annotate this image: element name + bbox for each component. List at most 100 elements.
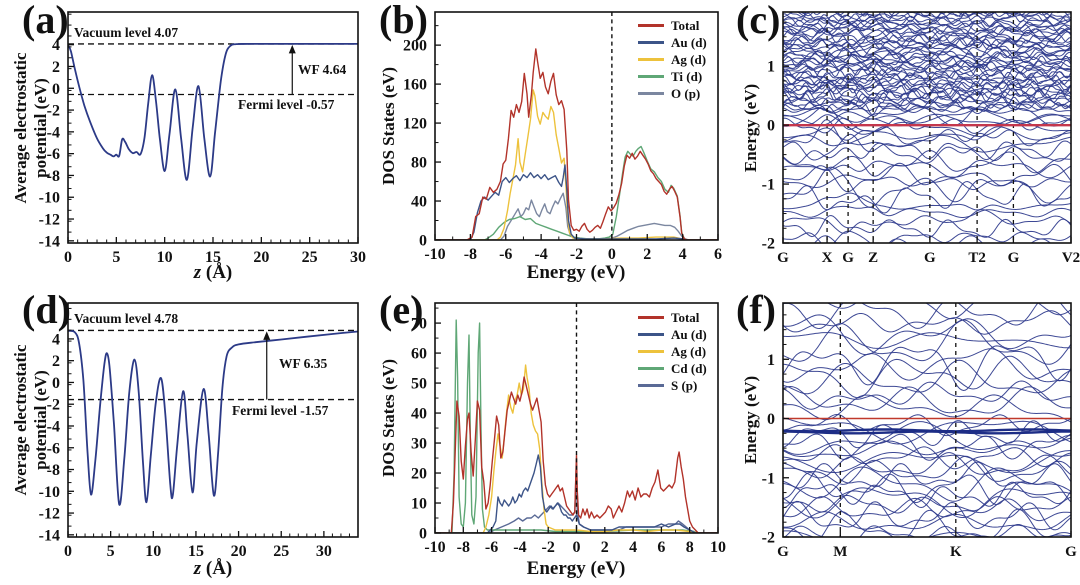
x-tick-label: 0 [64, 543, 72, 560]
band-line [783, 162, 1071, 193]
y-tick-label: -10 [39, 190, 60, 207]
x-tick-label: 30 [350, 249, 366, 266]
x-tick-label: -6 [499, 246, 512, 263]
band-line [783, 96, 1071, 112]
y-tick-label: 0 [767, 411, 775, 428]
x-tick-label: 2 [601, 539, 609, 556]
band-line [783, 444, 1071, 470]
legend-item: Total [638, 309, 707, 326]
band-line [783, 104, 1071, 130]
band-line [783, 0, 1071, 8]
band-line [962, 536, 966, 537]
band-line [783, 319, 1071, 365]
y-tick-label: 80 [411, 155, 427, 172]
legend-line-cd-d [638, 367, 664, 370]
band-line [783, 133, 1071, 161]
plot-area [68, 42, 358, 181]
y-tick-label: 160 [403, 77, 427, 94]
band-line [783, 166, 1071, 208]
x-tick-label: -4 [513, 539, 526, 556]
work-function-label-a: WF 4.64 [298, 62, 347, 77]
legend-label: Au (d) [671, 326, 707, 342]
legend-line-total [638, 316, 664, 319]
y-tick-label: 50 [411, 376, 427, 393]
panel-b-plot: -10 -8 -6 -4 -2 0 2 4 6 0 40 80 120 160 200 [403, 11, 722, 263]
panel-letter-d: (d) [22, 287, 71, 332]
y-tick-label: -2 [762, 530, 775, 547]
y-tick-label: 0 [52, 81, 60, 98]
band-line [800, 12, 1071, 18]
band-line [783, 78, 1071, 93]
band-line [783, 455, 1071, 485]
band-line [783, 421, 1071, 455]
band-line [783, 62, 1071, 74]
band-line [783, 26, 1071, 35]
k-point-label: K [950, 544, 962, 560]
panel-letter-a: (a) [22, 0, 69, 42]
legend-item: Total [638, 17, 707, 34]
legend-line-ag-d [638, 350, 664, 353]
y-tick-label: 30 [411, 436, 427, 453]
band-line [783, 106, 1071, 127]
band-line [783, 14, 1071, 29]
axis-frame [782, 302, 1072, 538]
k-point-label: G [842, 250, 854, 266]
band-line [783, 174, 1071, 191]
band-line [783, 38, 1071, 50]
vacuum-level-label-d: Vacuum level 4.78 [74, 311, 179, 326]
legend-label: Ti (d) [671, 68, 703, 84]
y-tick-label: 4 [52, 331, 60, 348]
panel-c-plot: G X G Z G T2 G V2-2-101 [762, 0, 1080, 266]
dos-curve-au-d [435, 164, 718, 240]
x-tick-label: -8 [464, 246, 477, 263]
legend-label: Ag (d) [671, 343, 707, 359]
x-tick-label: 20 [253, 249, 269, 266]
y-tick-label: 2 [52, 353, 60, 370]
y-tick-label: -6 [47, 440, 60, 457]
band-line [783, 0, 1071, 8]
legend-item: Cd (d) [638, 360, 707, 377]
band-line [783, 440, 1071, 457]
y-axis-title-a-line1: Average electrostatic [11, 52, 30, 204]
band-line [783, 97, 1071, 115]
legend-label: S (p) [671, 377, 698, 393]
band-line [783, 61, 1071, 83]
axis-frame [67, 302, 359, 538]
band-line [783, 0, 1071, 11]
x-tick-label: 25 [302, 249, 318, 266]
x-axis-title-a: z (Å) [113, 262, 313, 284]
y-tick-label: -1 [762, 470, 775, 487]
y-tick-label: 0 [419, 526, 427, 543]
y-tick-label: 1 [767, 352, 775, 369]
band-line [783, 496, 1071, 522]
y-axis-title-a: Average electrostatic potential (eV) [11, 8, 51, 248]
band-line [783, 38, 1071, 50]
legend-e: Total Au (d) Ag (d) Cd (d) S (p) [638, 309, 707, 394]
legend-line-o-p [638, 92, 664, 95]
band-line [783, 134, 1071, 153]
legend-item: Ag (d) [638, 343, 707, 360]
band-line [783, 355, 1071, 399]
panel-f-plot: G M K G-2-101 [762, 302, 1077, 560]
panel-letter-f: (f) [736, 287, 776, 332]
y-tick-label: -8 [47, 168, 60, 185]
x-tick-label: 5 [107, 543, 115, 560]
x-tick-label: 0 [608, 246, 616, 263]
y-tick-label: 70 [411, 316, 427, 333]
legend-line-au-d [638, 41, 664, 44]
band-line [783, 38, 1071, 55]
band-line [783, 433, 1071, 461]
x-tick-label: 6 [657, 539, 665, 556]
x-tick-label: 25 [273, 543, 289, 560]
y-axis-title-f: Energy (eV) [741, 375, 760, 465]
y-tick-label: -14 [39, 527, 60, 544]
y-tick-label: -10 [39, 484, 60, 501]
band-line [783, 348, 1071, 383]
band-line [783, 314, 1071, 356]
x-tick-label: -6 [485, 539, 498, 556]
k-point-label: X [822, 250, 833, 266]
band-line [783, 69, 1071, 82]
y-tick-label: -8 [47, 462, 60, 479]
k-point-label: G [924, 250, 936, 266]
